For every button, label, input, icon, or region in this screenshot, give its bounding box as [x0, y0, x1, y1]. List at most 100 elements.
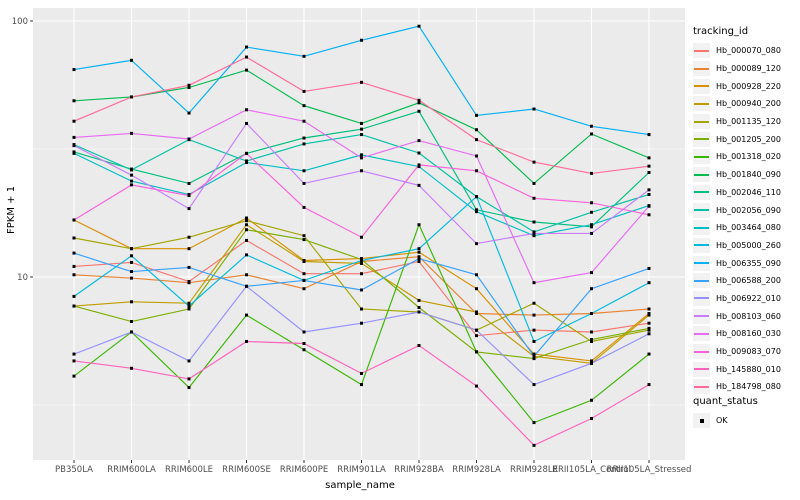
data-point [302, 234, 306, 238]
data-point [532, 357, 536, 361]
data-point [130, 254, 133, 258]
data-point [360, 153, 363, 157]
legend-item-label: Hb_008103_060 [716, 311, 781, 321]
data-point [417, 306, 421, 310]
legend-key [693, 326, 710, 342]
legend-key-line-icon [694, 368, 709, 371]
legend-key-line-icon [694, 49, 709, 52]
data-point [590, 312, 593, 316]
legend-item-Hb_000928_220: Hb_000928_220 [693, 77, 799, 95]
legend-item-Hb_006355_090: Hb_006355_090 [693, 254, 799, 272]
data-point [72, 352, 76, 356]
panel-background [33, 8, 685, 460]
quant-status-legend: quant_status OK [693, 396, 799, 430]
data-point [647, 328, 651, 332]
data-point [590, 361, 593, 365]
data-point [72, 251, 76, 255]
legend-item-quant-ok: OK [693, 412, 799, 430]
data-point [647, 313, 651, 317]
data-point [532, 107, 536, 111]
data-point [475, 310, 478, 314]
legend-key [693, 273, 710, 289]
y-tick-label: 100 [12, 17, 28, 27]
filled-square-point-icon [699, 418, 704, 423]
legend-key [693, 220, 710, 236]
data-point [130, 300, 133, 304]
legend-item-label: Hb_000070_080 [716, 46, 781, 56]
data-point [417, 344, 421, 348]
data-point [590, 223, 593, 227]
data-point [72, 68, 76, 72]
x-tick-label: RRIM600LE [165, 465, 213, 475]
data-point [532, 281, 536, 285]
y-tick-label: 10 [17, 273, 28, 283]
data-point [417, 310, 421, 314]
data-point [245, 68, 248, 72]
data-point [360, 258, 363, 262]
legend-item-label: Hb_006588_200 [716, 276, 781, 286]
data-point [72, 236, 76, 240]
legend-item-label: Hb_001135_120 [716, 117, 781, 127]
data-point [417, 24, 421, 28]
data-point [532, 352, 536, 356]
data-point [475, 210, 478, 214]
legend-item-Hb_145880_010: Hb_145880_010 [693, 360, 799, 378]
tracking-id-legend: tracking_id Hb_000070_080 Hb_000089_120 Hb… [693, 26, 799, 396]
data-point [360, 38, 363, 42]
data-point [72, 359, 76, 363]
legend-item-label: Hb_000940_200 [716, 99, 781, 109]
data-point [475, 169, 478, 173]
data-point [187, 137, 191, 141]
legend-item-Hb_003464_080: Hb_003464_080 [693, 219, 799, 237]
data-point [475, 208, 478, 212]
data-point [647, 321, 651, 325]
data-point [245, 108, 248, 112]
data-point [245, 159, 248, 163]
data-point [475, 128, 478, 132]
data-point [302, 278, 306, 282]
legend-key-line-icon [694, 191, 709, 194]
data-point [590, 171, 593, 175]
data-point [647, 307, 651, 311]
legend-key [693, 167, 710, 183]
data-point [187, 307, 191, 311]
legend-key [693, 184, 710, 200]
legend-item-label: Hb_145880_010 [716, 364, 781, 374]
data-point [647, 170, 651, 174]
data-point [417, 163, 421, 167]
x-tick-label: RRIM928BA [394, 465, 444, 475]
legend-item-label: Hb_001318_020 [716, 152, 781, 162]
data-point [590, 124, 593, 128]
x-tick-label: RRIM928LA [452, 465, 501, 475]
legend-item-label: Hb_000928_220 [716, 81, 781, 91]
data-point [475, 195, 478, 199]
x-tick-label: RRIM901LA [337, 465, 386, 475]
data-point [475, 113, 478, 117]
data-point [360, 80, 363, 84]
data-point [417, 257, 421, 261]
data-point [532, 234, 536, 238]
data-point [532, 196, 536, 200]
data-point [72, 99, 76, 103]
legend-item-Hb_002046_110: Hb_002046_110 [693, 184, 799, 202]
data-point [532, 328, 536, 332]
data-point [72, 374, 76, 378]
data-point [302, 136, 306, 140]
legend-item-label: Hb_001205_200 [716, 134, 781, 144]
data-point [360, 371, 363, 375]
data-point [187, 247, 191, 251]
data-point [245, 219, 248, 223]
legend-item-label: Hb_003464_080 [716, 223, 781, 233]
data-point [130, 58, 133, 62]
legend-key-line-icon [694, 226, 709, 229]
data-point [245, 45, 248, 49]
data-point [302, 238, 306, 242]
data-point [302, 54, 306, 58]
data-point [360, 121, 363, 125]
data-point [187, 304, 191, 308]
data-point [417, 151, 421, 155]
data-point [187, 359, 191, 363]
data-point [302, 181, 306, 185]
legend-item-Hb_001318_020: Hb_001318_020 [693, 148, 799, 166]
data-point [532, 181, 536, 185]
